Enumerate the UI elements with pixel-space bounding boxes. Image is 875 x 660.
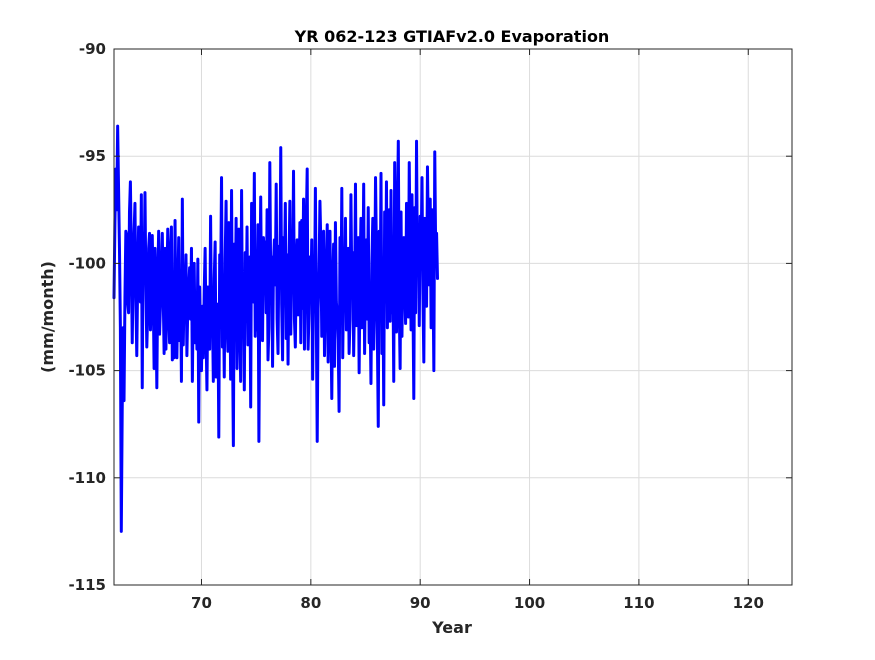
axes-frame	[113, 48, 793, 586]
y-axis-label: (mm/month)	[38, 261, 57, 373]
chart-title: YR 062-123 GTIAFv2.0 Evaporation	[294, 27, 610, 46]
plot-frame	[113, 48, 793, 586]
y-tick-label: -105	[68, 362, 106, 380]
y-tick-label: -110	[68, 469, 106, 487]
ticks: 70 80 90 100 110 120 -115 -110 -105 -100 -95 -90	[68, 40, 792, 612]
x-tick-label: 120	[733, 594, 764, 612]
series-layer	[112, 124, 439, 533]
x-tick-label: 80	[300, 594, 321, 612]
y-tick-label: -90	[79, 40, 106, 58]
y-tick-label: -95	[79, 147, 106, 165]
x-tick-label: 90	[410, 594, 431, 612]
y-tick-label: -100	[68, 254, 106, 272]
x-axis-label: Year	[431, 618, 472, 637]
x-tick-label: 70	[191, 594, 212, 612]
series-line-1	[112, 124, 439, 533]
x-tick-label: 110	[623, 594, 654, 612]
y-tick-label: -115	[68, 576, 106, 594]
x-tick-label: 100	[514, 594, 545, 612]
